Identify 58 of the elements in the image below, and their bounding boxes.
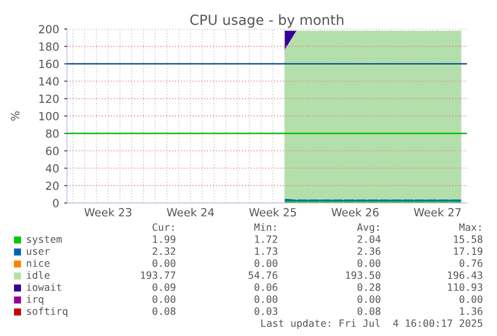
text: 0.00 <box>254 295 278 303</box>
y-tick-label: 40 <box>46 164 59 173</box>
text: 1.99 <box>153 235 176 243</box>
y-tick-label: 20 <box>46 182 59 190</box>
text: Cur: <box>152 223 174 231</box>
legend-label: user <box>26 249 50 255</box>
text: 196.43 <box>448 271 482 279</box>
y-tick-label: 140 <box>39 77 59 86</box>
text: 0.00 <box>358 259 380 267</box>
y-tick-label: 100 <box>39 112 59 120</box>
legend-label: irq <box>26 295 44 305</box>
x-tick-label: Week 25 <box>249 208 296 216</box>
y-tick-label: 80 <box>46 129 59 138</box>
legend-label: nice <box>26 259 50 267</box>
text: 1.73 <box>255 247 278 255</box>
text: 110.93 <box>448 283 482 291</box>
chart-title: CPU usage - by month <box>190 14 344 28</box>
y-axis-title: % <box>10 111 20 121</box>
x-tick-label: Week 24 <box>166 208 214 216</box>
text: 2.32 <box>152 247 176 255</box>
legend-label: idle <box>26 271 50 279</box>
text: Max: <box>459 223 481 231</box>
y-tick-label: 180 <box>39 42 59 51</box>
text: 0.00 <box>152 259 176 267</box>
x-tick-label: Week 26 <box>332 208 379 216</box>
x-tick-label: Week 23 <box>84 208 132 216</box>
text: 0.08 <box>152 307 176 315</box>
text: 2.36 <box>358 247 380 255</box>
text: 1.36 <box>460 307 482 315</box>
text: 0.00 <box>358 295 380 303</box>
text: 0.76 <box>460 259 482 267</box>
y-tick-label: 0 <box>53 198 59 208</box>
text: 17.19 <box>454 247 482 255</box>
text: Avg: <box>357 223 379 233</box>
legend-label: system <box>27 236 62 245</box>
text: 0.00 <box>460 295 482 303</box>
y-tick-label: 200 <box>38 24 59 34</box>
text: 0.03 <box>254 307 278 315</box>
text: 0.09 <box>152 283 176 291</box>
legend-label: softirq <box>27 307 68 317</box>
text: 0.08 <box>358 307 380 315</box>
x-tick-label: Week 27 <box>414 208 461 216</box>
text: Last update: Fri Jul 4 16:00:17 2025 <box>261 319 482 329</box>
text: 15.58 <box>454 235 482 243</box>
y-tick-label: 160 <box>39 60 59 68</box>
text: 54.76 <box>248 271 278 279</box>
legend-label: iowait <box>26 283 62 291</box>
y-tick-label: 60 <box>46 146 59 156</box>
text: 0.00 <box>152 295 176 303</box>
text: 193.77 <box>141 271 176 279</box>
text: 0.06 <box>254 283 278 291</box>
text: 2.04 <box>358 235 381 243</box>
text: 0.28 <box>358 283 380 291</box>
y-tick-label: 120 <box>39 94 59 103</box>
text: 1.72 <box>255 235 278 243</box>
text: 0.00 <box>254 259 278 267</box>
text: 193.50 <box>346 271 380 279</box>
text: Min: <box>254 223 276 231</box>
